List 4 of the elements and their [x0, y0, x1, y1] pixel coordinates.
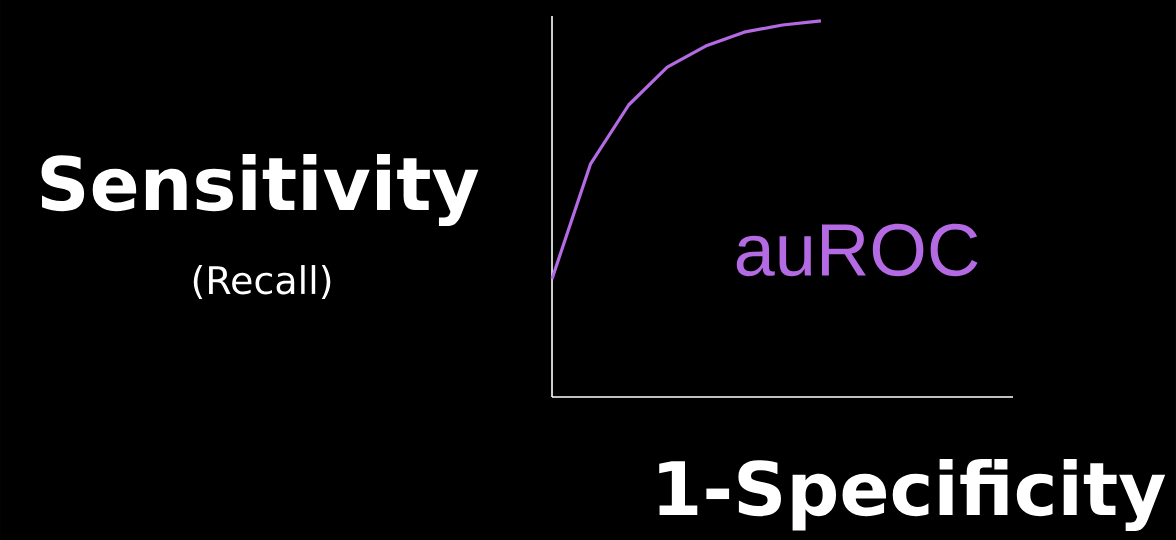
x-axis-title: 1-Specificity — [659, 458, 1166, 532]
y-axis-title: Sensitivity — [41, 153, 479, 227]
annotation: auROC — [736, 223, 978, 277]
text: (Recall) — [193, 265, 331, 299]
